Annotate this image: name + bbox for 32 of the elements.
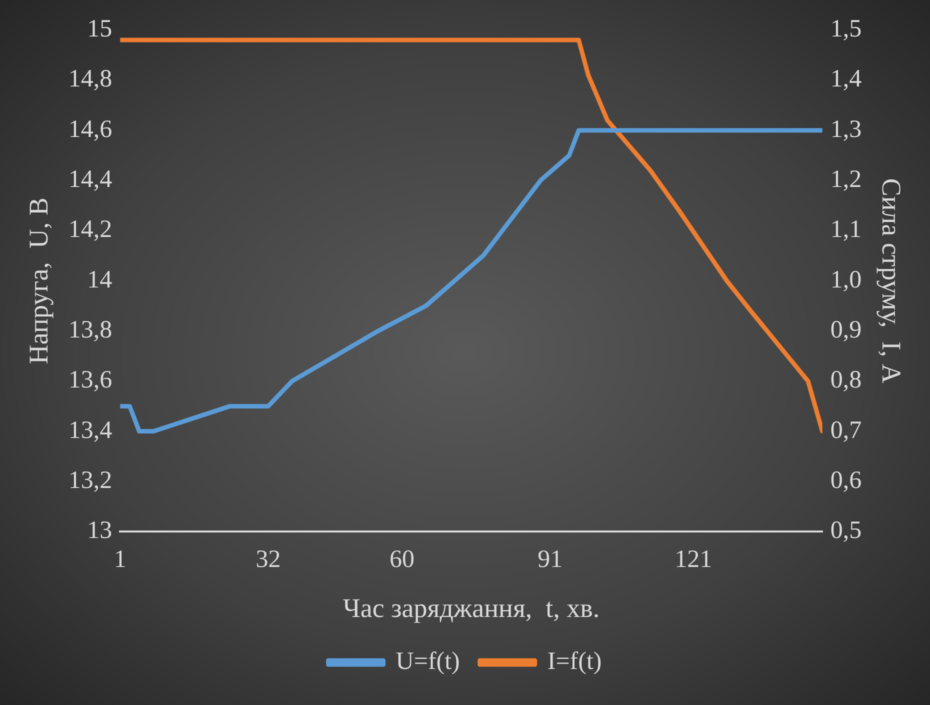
y-tick-label: 14 <box>87 266 113 294</box>
y-tick-label: 14,6 <box>68 116 112 143</box>
y2-tick-label: 1,5 <box>830 16 862 43</box>
y2-tick-label: 1,1 <box>830 216 862 244</box>
y2-tick-label: 1,0 <box>830 266 862 294</box>
y-tick-label: 13,6 <box>68 366 112 394</box>
legend-label: U=f(t) <box>396 648 460 676</box>
x-axis-title: Час заряджання, t, хв. <box>342 592 600 623</box>
y2-tick-label: 1,3 <box>830 116 862 143</box>
y2-tick-label: 1,4 <box>830 66 862 93</box>
x-tick-label: 60 <box>389 546 414 574</box>
x-tick-label: 1 <box>114 546 126 574</box>
y-tick-label: 13,8 <box>68 316 112 344</box>
x-tick-label: 91 <box>538 546 563 574</box>
y2-tick-label: 0,5 <box>830 517 862 544</box>
x-tick-label: 32 <box>256 546 281 574</box>
y2-tick-label: 0,7 <box>830 416 862 444</box>
y-tick-label: 13,2 <box>68 467 112 494</box>
y-tick-label: 14,4 <box>68 166 113 194</box>
y2-tick-label: 0,6 <box>830 467 862 494</box>
x-tick-label: 121 <box>674 546 712 574</box>
y2-tick-label: 1,2 <box>830 166 862 194</box>
y2-tick-label: 0,9 <box>830 316 862 344</box>
legend-label: I=f(t) <box>547 648 602 676</box>
y-tick-label: 13 <box>87 517 112 544</box>
y-tick-label: 14,2 <box>68 216 112 244</box>
y-axis-title: Напруга, U, В <box>23 198 54 364</box>
y-tick-label: 14,8 <box>68 66 112 93</box>
y-tick-label: 13,4 <box>68 416 113 444</box>
y-tick-label: 15 <box>87 16 112 43</box>
y2-tick-label: 0,8 <box>830 366 862 394</box>
y2-axis-title: Сила струму, I, А <box>876 178 907 384</box>
